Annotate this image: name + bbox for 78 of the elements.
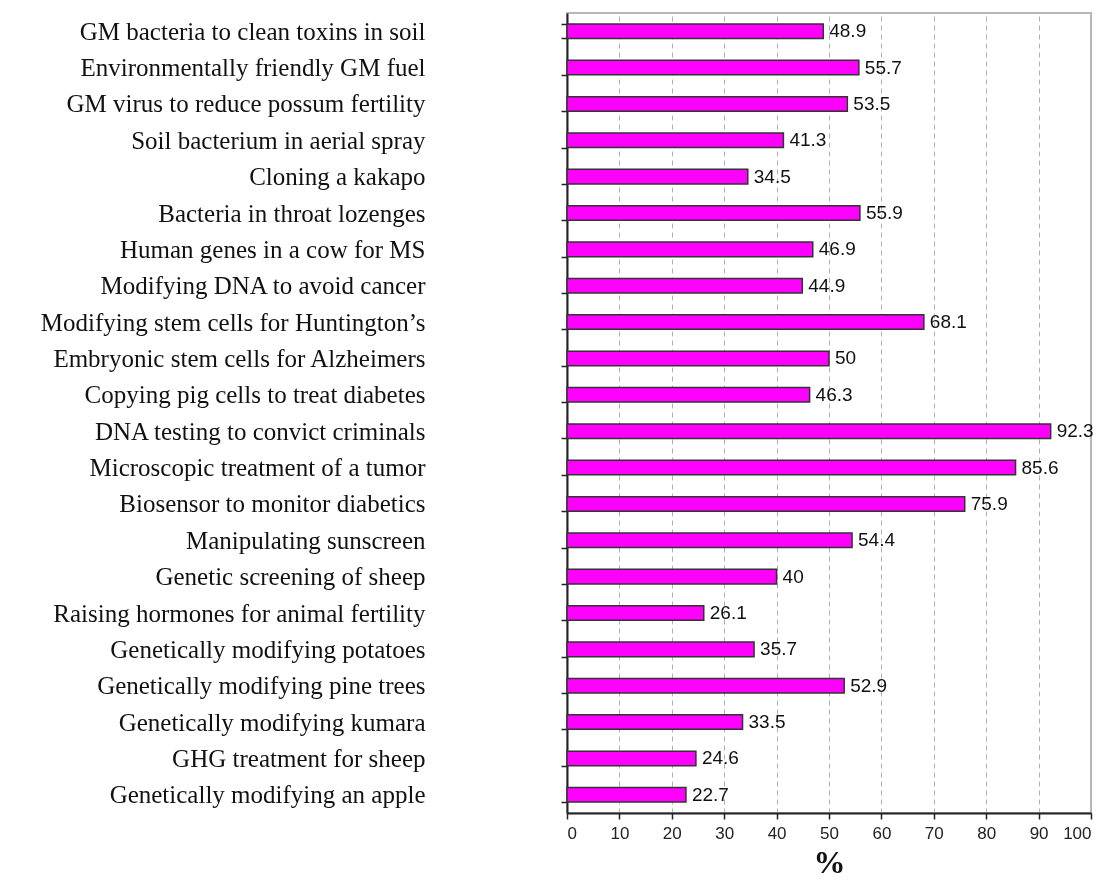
x-tick-label: 60 [872,823,892,843]
data-label: 46.3 [815,383,853,405]
data-label: 41.3 [789,129,827,151]
bar [566,568,778,585]
y-tick-label: Modifying stem cells for Huntington’s [40,308,426,336]
y-tick-label: Genetically modifying an apple [109,781,426,809]
x-tick-label: 100 [1063,823,1092,843]
bar [566,95,849,112]
bar [566,59,860,76]
y-tick-label: GHG treatment for sheep [172,744,426,772]
x-tick-label: 70 [924,823,944,843]
y-tick-label: Bacteria in throat lozenges [158,199,426,227]
y-tick-label: Manipulating sunscreen [185,526,426,554]
y-tick-label: Cloning a kakapo [249,163,426,191]
data-label: 54.4 [858,529,896,551]
data-label: 46.9 [818,238,856,260]
x-tick-label: 90 [1029,823,1049,843]
data-label: 55.9 [865,202,903,223]
y-tick-label: Genetically modifying potatoes [110,635,426,663]
data-label: 26.1 [709,602,747,623]
bar [566,714,744,731]
x-tick-label: 30 [715,823,735,843]
bar [566,386,811,403]
x-tick-label: 0 [567,823,577,843]
data-label: 55.7 [864,56,902,78]
bar [566,532,853,549]
data-label: 35.7 [760,638,798,660]
y-tick-label: Modifying DNA to avoid cancer [100,272,427,300]
x-axis-title: % [813,843,846,880]
data-label: 44.9 [808,274,846,296]
bar [566,604,705,622]
x-tick-label: 80 [977,823,997,843]
data-label: 53.5 [853,92,891,114]
bar [566,23,824,40]
y-tick-label: Environmentally friendly GM fuel [80,54,426,82]
bar [566,641,755,658]
bar [566,786,687,803]
bar [566,350,830,367]
data-label: 92.3 [1056,420,1094,442]
bar [566,423,1052,440]
data-label: 48.9 [829,20,867,42]
bar [566,677,845,694]
y-tick-label: DNA testing to convict criminals [94,417,426,445]
bar [566,277,804,294]
y-tick-label: Raising hormones for animal fertility [53,599,426,627]
data-label: 68.1 [929,311,967,333]
y-tick-label: GM virus to reduce possum fertility [66,90,426,118]
y-tick-label: Copying pig cells to treat diabetes [84,381,426,409]
bar [566,132,785,149]
y-tick-label: Soil bacterium in aerial spray [131,126,426,154]
x-tick-label: 40 [767,823,787,843]
data-label: 22.7 [691,783,729,805]
y-tick-label: Genetic screening of sheep [155,563,426,591]
bar [566,314,925,331]
data-label: 40 [782,565,804,587]
bar [566,168,749,185]
data-label: 33.5 [748,711,786,733]
y-tick-label: Genetically modifying pine trees [97,672,426,700]
y-tick-label: Human genes in a cow for MS [120,235,426,263]
x-tick-label: 10 [610,823,630,843]
bar [566,204,861,222]
x-tick-label: 20 [662,823,682,843]
data-label: 75.9 [970,492,1008,514]
y-tick-label: Microscopic treatment of a tumor [89,454,427,482]
data-label: 85.6 [1021,456,1059,478]
bar [566,459,1017,476]
y-tick-label: GM bacteria to clean toxins in soil [79,17,426,45]
y-tick-label: Biosensor to monitor diabetics [119,490,426,518]
bar [566,750,697,767]
bar [566,495,966,512]
data-label: 34.5 [753,165,791,187]
y-tick-label: Embryonic stem cells for Alzheimers [53,344,426,372]
y-tick-label: Genetically modifying kumara [118,708,426,736]
data-label: 50 [835,347,857,369]
bar [566,241,814,258]
data-label: 52.9 [850,674,888,696]
x-tick-label: 50 [820,823,839,843]
data-label: 24.6 [701,747,739,769]
